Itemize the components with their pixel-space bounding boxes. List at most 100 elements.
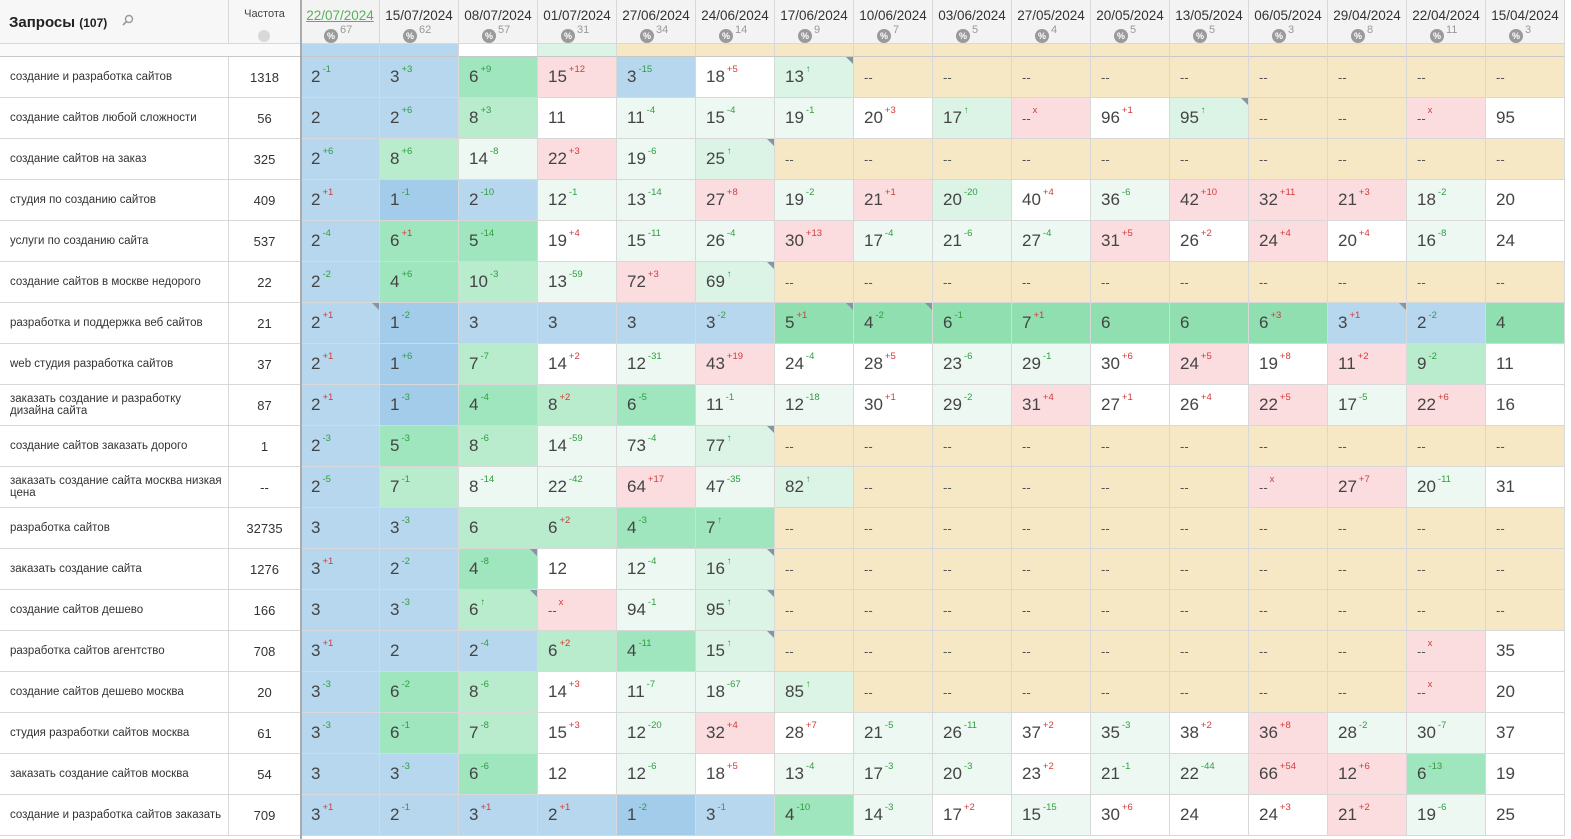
position-cell[interactable]: -- <box>1170 467 1249 508</box>
position-cell[interactable]: -- <box>1486 426 1565 467</box>
position-cell[interactable]: -- <box>933 590 1012 631</box>
position-cell[interactable]: 28 -2 <box>1328 713 1407 754</box>
position-cell[interactable]: 7 ↑ <box>696 508 775 549</box>
position-cell[interactable]: 22 +6 <box>1407 385 1486 426</box>
percent-icon[interactable]: % <box>1272 29 1286 43</box>
position-cell[interactable]: -- <box>854 549 933 590</box>
position-cell[interactable]: --x <box>538 590 617 631</box>
position-cell[interactable]: 28 +5 <box>854 344 933 385</box>
position-cell[interactable]: -- <box>1091 549 1170 590</box>
queries-header[interactable]: Запросы (107) <box>0 0 229 44</box>
query-name[interactable]: создание сайтов на заказ <box>0 139 229 180</box>
query-name[interactable]: создание сайтов дешево <box>0 590 229 631</box>
position-cell[interactable]: 24 <box>1486 221 1565 262</box>
position-cell[interactable]: -- <box>1328 57 1407 98</box>
date-label[interactable]: 08/07/2024 <box>464 8 532 23</box>
position-cell[interactable]: -- <box>933 508 1012 549</box>
position-cell[interactable]: 22 -42 <box>538 467 617 508</box>
position-cell[interactable]: 3 +1 <box>1328 303 1407 344</box>
position-cell[interactable]: -- <box>1012 139 1091 180</box>
position-cell[interactable]: 37 <box>1486 713 1565 754</box>
position-cell[interactable]: -- <box>1091 139 1170 180</box>
date-label[interactable]: 01/07/2024 <box>543 8 611 23</box>
position-cell[interactable]: 17 -5 <box>1328 385 1407 426</box>
position-cell[interactable]: 11 -1 <box>696 385 775 426</box>
globe-icon[interactable] <box>258 30 270 42</box>
position-cell[interactable]: -- <box>933 139 1012 180</box>
position-cell[interactable]: -- <box>1170 426 1249 467</box>
date-column-header[interactable]: 20/05/2024% 5 <box>1091 0 1170 44</box>
position-cell[interactable]: 3 +1 <box>301 795 380 836</box>
position-cell[interactable]: 20 <box>1486 672 1565 713</box>
position-cell[interactable]: -- <box>1407 139 1486 180</box>
position-cell[interactable]: 2 -2 <box>1407 303 1486 344</box>
position-cell[interactable]: -- <box>1328 98 1407 139</box>
position-cell[interactable]: -- <box>775 139 854 180</box>
position-cell[interactable]: 23 -6 <box>933 344 1012 385</box>
position-cell[interactable]: 1 -2 <box>380 303 459 344</box>
date-label[interactable]: 10/06/2024 <box>859 8 927 23</box>
percent-icon[interactable]: % <box>1430 29 1444 43</box>
date-label[interactable]: 27/06/2024 <box>622 8 690 23</box>
position-cell[interactable]: -- <box>1249 631 1328 672</box>
position-cell[interactable]: -- <box>1486 549 1565 590</box>
percent-icon[interactable]: % <box>1351 29 1365 43</box>
position-cell[interactable]: 24 <box>1170 795 1249 836</box>
date-column-header[interactable]: 27/06/2024% 34 <box>617 0 696 44</box>
position-cell[interactable]: -- <box>1328 426 1407 467</box>
position-cell[interactable]: -- <box>1091 467 1170 508</box>
position-cell[interactable]: 3 <box>459 303 538 344</box>
query-name[interactable]: создание сайтов в москве недорого <box>0 262 229 303</box>
date-column-header[interactable]: 15/07/2024% 62 <box>380 0 459 44</box>
position-cell[interactable]: -- <box>1091 672 1170 713</box>
position-cell[interactable]: 4 -3 <box>617 508 696 549</box>
position-cell[interactable]: 24 +3 <box>1249 795 1328 836</box>
position-cell[interactable]: --x <box>1407 672 1486 713</box>
position-cell[interactable]: 26 -11 <box>933 713 1012 754</box>
date-label[interactable]: 22/07/2024 <box>306 8 374 23</box>
position-cell[interactable]: 31 +5 <box>1091 221 1170 262</box>
position-cell[interactable]: 3 <box>301 754 380 795</box>
query-name[interactable]: студия разработки сайтов москва <box>0 713 229 754</box>
position-cell[interactable]: 6 -13 <box>1407 754 1486 795</box>
date-column-header[interactable]: 17/06/2024% 9 <box>775 0 854 44</box>
position-cell[interactable]: 17 +2 <box>933 795 1012 836</box>
position-cell[interactable]: 6 <box>1091 303 1170 344</box>
date-column-header[interactable]: 29/04/2024% 8 <box>1328 0 1407 44</box>
position-cell[interactable]: 4 -10 <box>775 795 854 836</box>
position-cell[interactable]: 20 +4 <box>1328 221 1407 262</box>
position-cell[interactable]: -- <box>854 467 933 508</box>
percent-icon[interactable]: % <box>798 29 812 43</box>
position-cell[interactable]: 9 -2 <box>1407 344 1486 385</box>
position-cell[interactable]: -- <box>1328 262 1407 303</box>
position-cell[interactable]: 42 +10 <box>1170 180 1249 221</box>
position-cell[interactable]: -- <box>1170 57 1249 98</box>
position-cell[interactable]: 77 ↑ <box>696 426 775 467</box>
position-cell[interactable]: 3 -3 <box>301 672 380 713</box>
position-cell[interactable]: 30 -7 <box>1407 713 1486 754</box>
date-label[interactable]: 15/04/2024 <box>1491 8 1559 23</box>
position-cell[interactable]: 37 +2 <box>1012 713 1091 754</box>
percent-icon[interactable]: % <box>561 29 575 43</box>
position-cell[interactable]: 26 +4 <box>1170 385 1249 426</box>
position-cell[interactable]: 6 -6 <box>459 754 538 795</box>
position-cell[interactable]: 35 -3 <box>1091 713 1170 754</box>
position-cell[interactable]: -- <box>775 631 854 672</box>
query-name[interactable]: услуги по созданию сайта <box>0 221 229 262</box>
position-cell[interactable]: -- <box>1091 631 1170 672</box>
percent-icon[interactable]: % <box>719 29 733 43</box>
position-cell[interactable]: -- <box>1486 262 1565 303</box>
position-cell[interactable]: 19 -6 <box>617 139 696 180</box>
position-cell[interactable]: 73 -4 <box>617 426 696 467</box>
position-cell[interactable]: 3 <box>538 303 617 344</box>
position-cell[interactable]: -- <box>854 57 933 98</box>
position-cell[interactable]: 6 -1 <box>933 303 1012 344</box>
date-column-header[interactable]: 27/05/2024% 4 <box>1012 0 1091 44</box>
position-cell[interactable]: --x <box>1407 631 1486 672</box>
position-cell[interactable]: 30 +6 <box>1091 795 1170 836</box>
position-cell[interactable]: 3 <box>301 508 380 549</box>
position-cell[interactable]: 12 -18 <box>775 385 854 426</box>
position-cell[interactable]: -- <box>1486 508 1565 549</box>
date-column-header[interactable]: 03/06/2024% 5 <box>933 0 1012 44</box>
position-cell[interactable]: -- <box>1091 590 1170 631</box>
